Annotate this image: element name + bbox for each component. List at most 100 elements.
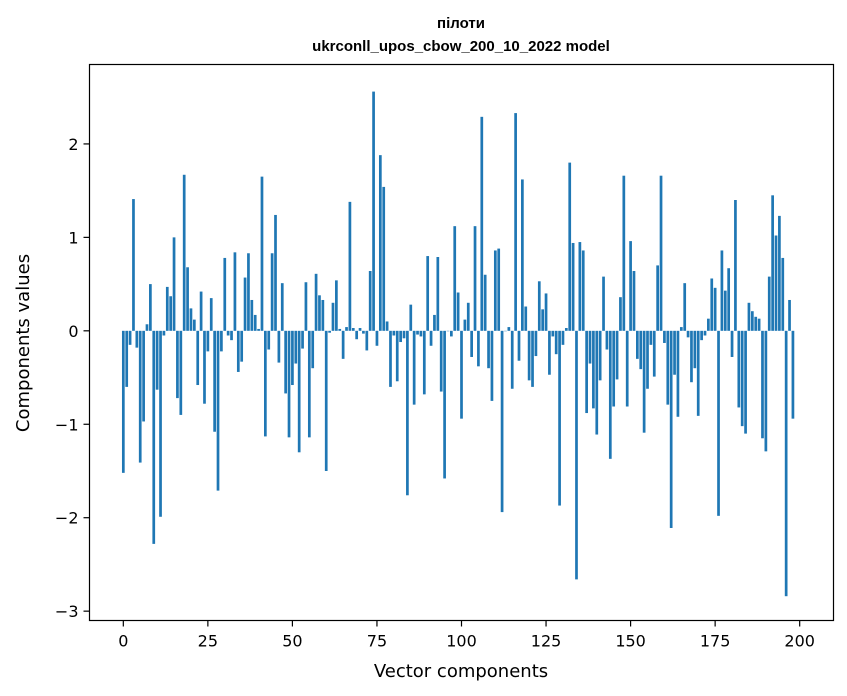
bar-190 bbox=[764, 330, 768, 452]
bar-55 bbox=[307, 330, 311, 438]
bar-87 bbox=[416, 330, 419, 335]
bar-5 bbox=[138, 330, 142, 463]
bar-104 bbox=[473, 226, 477, 331]
bar-22 bbox=[196, 330, 200, 386]
bar-38 bbox=[250, 299, 254, 331]
bar-124 bbox=[541, 309, 545, 331]
plot-frame bbox=[88, 63, 835, 622]
bar-169 bbox=[693, 330, 697, 369]
bar-79 bbox=[389, 330, 392, 387]
bar-99 bbox=[456, 292, 460, 331]
bar-92 bbox=[433, 314, 436, 331]
bar-182 bbox=[737, 330, 741, 408]
bar-24 bbox=[203, 330, 206, 404]
bar-160 bbox=[663, 330, 666, 343]
bar-56 bbox=[311, 330, 315, 369]
bar-192 bbox=[771, 195, 774, 331]
bar-172 bbox=[703, 330, 707, 336]
bar-103 bbox=[470, 330, 473, 357]
x-tick-label-100: 100 bbox=[446, 632, 477, 651]
bar-195 bbox=[781, 257, 785, 331]
bar-123 bbox=[537, 281, 541, 331]
y-tick-label--3: −3 bbox=[55, 602, 79, 621]
bar-8 bbox=[149, 284, 152, 331]
bar-108 bbox=[487, 330, 490, 369]
bar-176 bbox=[717, 330, 720, 516]
bar-46 bbox=[277, 330, 281, 363]
bar-110 bbox=[493, 250, 497, 331]
bar-61 bbox=[328, 330, 331, 333]
bar-184 bbox=[744, 330, 747, 434]
bar-47 bbox=[280, 283, 284, 331]
bar-153 bbox=[639, 330, 643, 370]
x-tick-label-200: 200 bbox=[784, 632, 815, 651]
bar-125 bbox=[544, 293, 548, 331]
bar-127 bbox=[551, 330, 555, 337]
bar-89 bbox=[422, 330, 426, 395]
bar-7 bbox=[145, 324, 149, 331]
bar-175 bbox=[713, 287, 717, 331]
bar-164 bbox=[676, 330, 680, 417]
bar-57 bbox=[314, 273, 318, 331]
bar-78 bbox=[385, 321, 389, 331]
bar-150 bbox=[629, 241, 632, 331]
bar-85 bbox=[409, 304, 413, 331]
y-tick-label-0: 0 bbox=[68, 322, 78, 341]
bar-170 bbox=[696, 330, 700, 416]
bar-122 bbox=[534, 330, 538, 357]
bar-158 bbox=[656, 265, 659, 331]
bar-145 bbox=[612, 330, 616, 407]
bar-44 bbox=[270, 253, 274, 331]
bar-105 bbox=[477, 330, 480, 367]
bar-11 bbox=[159, 330, 162, 517]
bar-173 bbox=[707, 318, 710, 331]
bar-188 bbox=[757, 318, 761, 331]
bar-163 bbox=[673, 330, 676, 375]
bar-142 bbox=[602, 276, 605, 331]
bar-112 bbox=[500, 330, 504, 513]
bar-198 bbox=[791, 330, 795, 419]
bar-139 bbox=[592, 330, 595, 409]
bar-155 bbox=[646, 330, 649, 389]
bar-32 bbox=[230, 330, 233, 341]
bar-2 bbox=[128, 330, 132, 345]
bar-179 bbox=[727, 268, 731, 331]
bar-15 bbox=[172, 237, 176, 331]
bar-114 bbox=[507, 327, 511, 331]
bar-62 bbox=[331, 302, 335, 331]
bar-4 bbox=[135, 330, 139, 348]
bar-140 bbox=[595, 330, 599, 435]
bar-3 bbox=[132, 199, 135, 331]
bar-51 bbox=[294, 330, 298, 364]
bar-33 bbox=[233, 252, 237, 331]
bar-102 bbox=[466, 302, 470, 331]
x-tick-label-150: 150 bbox=[615, 632, 646, 651]
bar-43 bbox=[267, 330, 271, 350]
bar-14 bbox=[169, 296, 173, 331]
chart-title-line2: ukrconll_upos_cbow_200_10_2022 model bbox=[312, 38, 610, 55]
bar-180 bbox=[730, 330, 734, 357]
bar-197 bbox=[788, 299, 791, 331]
bar-133 bbox=[571, 242, 575, 331]
bar-17 bbox=[179, 330, 183, 415]
bar-193 bbox=[774, 235, 778, 331]
bar-28 bbox=[216, 330, 220, 491]
bar-83 bbox=[402, 330, 406, 339]
bar-144 bbox=[608, 330, 612, 459]
bar-146 bbox=[615, 330, 619, 380]
bar-143 bbox=[605, 330, 609, 350]
bar-161 bbox=[666, 330, 670, 405]
bar-21 bbox=[192, 319, 196, 331]
x-tick-label-75: 75 bbox=[367, 632, 387, 651]
bar-186 bbox=[750, 311, 754, 331]
bar-73 bbox=[368, 271, 372, 331]
x-tick-label-50: 50 bbox=[282, 632, 302, 651]
bar-165 bbox=[679, 327, 683, 331]
x-axis-ticks: 0 25 50 75 100 125 150 175 200 bbox=[118, 620, 815, 651]
bar-174 bbox=[710, 278, 714, 331]
bar-135 bbox=[578, 242, 582, 331]
bar-157 bbox=[652, 330, 656, 377]
bar-159 bbox=[659, 175, 663, 331]
bar-42 bbox=[264, 330, 267, 437]
bar-75 bbox=[375, 330, 379, 346]
